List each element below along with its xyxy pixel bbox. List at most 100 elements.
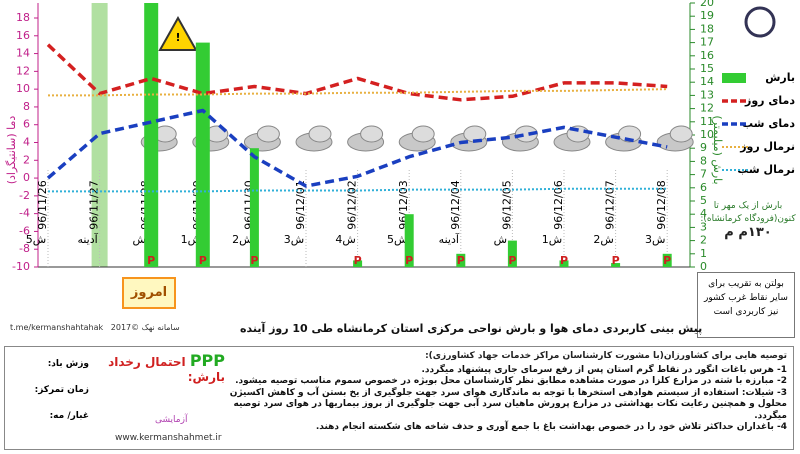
today-label: امروز bbox=[122, 277, 176, 309]
precip-symbol: P bbox=[405, 254, 413, 267]
y2-tick-label: 5 bbox=[700, 194, 707, 207]
rain-total-value: ۱۳۰م م bbox=[724, 225, 772, 240]
precip-bar bbox=[404, 214, 414, 267]
day-label: 2ش bbox=[593, 233, 613, 246]
weather-icon bbox=[308, 125, 332, 143]
precip-bar bbox=[353, 260, 363, 267]
chart-title: پیش بینی کاربردی دمای هوا و بارش نواحی م… bbox=[240, 322, 703, 335]
x-tick-label: 96/12/07 bbox=[604, 180, 617, 229]
rain-total: بارش از یک مهر تا کنون(فرودگاه کرمانشاه)… bbox=[698, 200, 798, 239]
day-label: 5ش bbox=[26, 233, 46, 246]
advice-item: 2- مبارزه با شته در مزارع کلزا در صورت م… bbox=[235, 376, 787, 386]
legend-label: دمای شب bbox=[742, 117, 795, 130]
y2-tick-label: 3 bbox=[700, 220, 707, 233]
x-tick-label: 96/12/01 bbox=[294, 180, 307, 229]
y2-tick-label: 11 bbox=[700, 115, 714, 128]
y2-tick-label: 10 bbox=[700, 128, 714, 141]
y-axis-label: دما (سانتیگراد) bbox=[5, 116, 18, 185]
advice: توصیه هایی برای کشاورزان(با مشورت کارشنا… bbox=[227, 351, 787, 434]
source: t.me/kermanshahtahak سامانه نهک ©2017 bbox=[10, 323, 180, 332]
precip-symbol: P bbox=[457, 254, 465, 267]
y2-tick-label: 4 bbox=[700, 207, 707, 220]
advice-item: 4- باغداران حداکثر تلاش خود را در خصوص ب… bbox=[315, 422, 787, 432]
x-tick-label: 96/12/08 bbox=[655, 180, 668, 229]
y2-tick-label: 7 bbox=[700, 168, 707, 181]
precip-symbol: P bbox=[560, 254, 568, 267]
weather-icon bbox=[411, 125, 435, 143]
y2-tick-label: 16 bbox=[700, 49, 714, 62]
series-line bbox=[48, 88, 668, 97]
day-label: 1ش bbox=[542, 233, 562, 246]
y2-tick-label: 17 bbox=[700, 36, 714, 49]
precip-symbols: PPP bbox=[189, 351, 225, 370]
precip-bar bbox=[456, 253, 466, 267]
trial-label: آزمایشی bbox=[155, 415, 188, 425]
series-line bbox=[46, 43, 668, 102]
y-tick-label: 16 bbox=[16, 29, 30, 42]
day-label: 2ش bbox=[232, 233, 252, 246]
weather-icon bbox=[618, 125, 642, 143]
precip-bar bbox=[559, 260, 569, 267]
y2-tick-label: 6 bbox=[700, 181, 707, 194]
rain-total-label: بارش از یک مهر تا کنون(فرودگاه کرمانشاه)… bbox=[700, 201, 796, 224]
y2-tick-label: 19 bbox=[700, 9, 714, 22]
y2-tick-label: 18 bbox=[700, 22, 714, 35]
y2-tick-label: 12 bbox=[700, 102, 714, 115]
website: www.kermanshahmet.ir bbox=[115, 433, 222, 443]
y-tick-label: 18 bbox=[16, 11, 30, 24]
precip-symbol: P bbox=[199, 254, 207, 267]
legend-item: زمان تمرکز: bbox=[34, 385, 89, 395]
weather-icon bbox=[256, 125, 280, 143]
legend-label: نرمال شب bbox=[737, 163, 795, 176]
day-label: آدینه bbox=[439, 232, 460, 246]
weather-icon bbox=[360, 125, 384, 143]
legend-label: دمای روز bbox=[744, 94, 795, 107]
y-tick-label: 2 bbox=[23, 153, 30, 166]
y2-tick-label: 20 bbox=[700, 0, 714, 9]
y-tick-label: -10 bbox=[12, 260, 30, 273]
x-tick-label: 96/11/27 bbox=[88, 180, 101, 229]
precip-bar bbox=[662, 253, 672, 267]
y2-tick-label: 9 bbox=[700, 141, 707, 154]
legend-item: وزش باد: bbox=[47, 359, 89, 369]
warning-mark: ! bbox=[175, 31, 180, 44]
precip-symbol: P bbox=[250, 254, 258, 267]
y-tick-label: 0 bbox=[23, 171, 30, 184]
precip-symbol: P bbox=[612, 254, 620, 267]
y-tick-label: 8 bbox=[23, 100, 30, 113]
y-tick-label: 12 bbox=[16, 64, 30, 77]
precip-symbol: P bbox=[354, 254, 362, 267]
note: بولتن به تقریب برای سایر نقاط غرب کشور ن… bbox=[697, 272, 795, 338]
logo bbox=[744, 6, 776, 38]
day-label: 5ش bbox=[387, 233, 407, 246]
day-label: 4ش bbox=[335, 233, 355, 246]
y2-tick-label: 13 bbox=[700, 88, 714, 101]
y2-tick-label: 0 bbox=[700, 260, 707, 273]
legend-label: بارش bbox=[765, 71, 795, 84]
advice-heading: توصیه هایی برای کشاورزان(با مشورت کارشنا… bbox=[425, 351, 787, 361]
x-tick-label: 96/12/05 bbox=[500, 180, 513, 229]
precip-symbol: P bbox=[508, 254, 516, 267]
day-label: ش bbox=[494, 233, 507, 246]
telegram: t.me/kermanshahtahak bbox=[10, 323, 104, 332]
chart: دما (سانتیگراد) بارش (میلیمتر) ! -10 -8 -6… bbox=[5, 0, 795, 273]
y2-tick-label: 14 bbox=[700, 75, 714, 88]
y-tick-label: -4 bbox=[19, 207, 30, 220]
x-tick-label: 96/12/02 bbox=[346, 180, 359, 229]
advice-panel: توصیه هایی برای کشاورزان(با مشورت کارشنا… bbox=[4, 346, 794, 450]
precip-bar bbox=[144, 3, 159, 267]
precip-symbol: P bbox=[147, 254, 155, 267]
y-tick-label: -6 bbox=[19, 224, 30, 237]
y2-tick-label: 15 bbox=[700, 62, 714, 75]
x-tick-label: 96/11/26 bbox=[36, 180, 49, 229]
y2-tick-label: 1 bbox=[700, 247, 707, 260]
series-line bbox=[46, 108, 668, 188]
icon-legend: وزش باد: زمان تمرکز: غبار/ مه: bbox=[9, 351, 89, 429]
day-label: 3ش bbox=[645, 233, 665, 246]
series-line bbox=[48, 187, 668, 193]
y-tick-label: -8 bbox=[19, 242, 30, 255]
advice-item: 3- شیلات: استفاده از سیستم هوادهی استخره… bbox=[229, 387, 787, 421]
x-tick-label: 96/12/04 bbox=[449, 180, 462, 229]
warning-icon bbox=[158, 15, 198, 51]
